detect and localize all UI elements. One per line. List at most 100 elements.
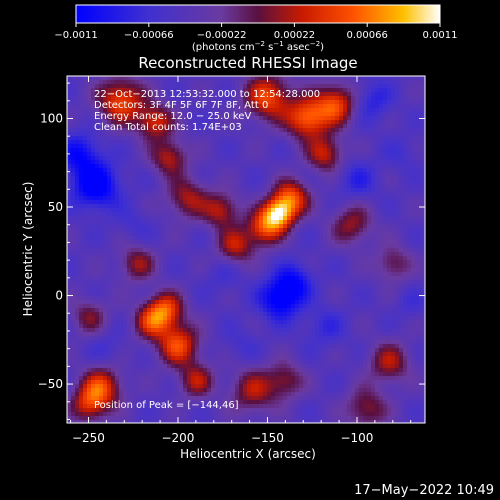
heatmap-cell [107,144,112,149]
heatmap-cell [347,272,352,277]
heatmap-cell [331,80,336,85]
heatmap-cell [103,212,108,217]
heatmap-cell [275,268,280,273]
heatmap-cell [175,216,180,221]
heatmap-cell [231,276,236,281]
heatmap-cell [239,232,244,237]
heatmap-cell [151,260,156,265]
heatmap-cell [235,236,240,241]
heatmap-cell [259,172,264,177]
heatmap-cell [375,84,380,89]
heatmap-cell [359,88,364,93]
heatmap-cell [387,156,392,161]
heatmap-cell [231,288,236,293]
heatmap-cell [363,80,368,85]
heatmap-cell [219,128,224,133]
heatmap-cell [355,140,360,145]
heatmap-cell [339,248,344,253]
heatmap-cell [395,156,400,161]
heatmap-cell [215,260,220,265]
heatmap-cell [147,260,152,265]
heatmap-cell [347,80,352,85]
heatmap-cell [91,212,96,217]
heatmap-cell [251,100,256,105]
heatmap-cell [223,248,228,253]
heatmap-cell [199,84,204,89]
heatmap-cell [391,164,396,169]
heatmap-cell [171,188,176,193]
heatmap-cell [155,112,160,117]
heatmap-cell [399,80,404,85]
heatmap-cell [219,228,224,233]
heatmap-cell [115,160,120,165]
heatmap-cell [387,176,392,181]
heatmap-cell [119,252,124,257]
heatmap-cell [379,228,384,233]
heatmap-cell [295,140,300,145]
heatmap-cell [355,132,360,137]
heatmap-cell [271,168,276,173]
heatmap-cell [171,172,176,177]
heatmap-cell [171,84,176,89]
heatmap-cell [167,204,172,209]
heatmap-cell [95,164,100,169]
heatmap-cell [131,108,136,113]
heatmap-cell [403,260,408,265]
heatmap-cell [243,236,248,241]
heatmap-cell [83,172,88,177]
heatmap-cell [307,112,312,117]
heatmap-cell [83,144,88,149]
heatmap-cell [251,148,256,153]
heatmap-cell [331,140,336,145]
heatmap-cell [99,120,104,125]
heatmap-cell [163,220,168,225]
heatmap-cell [331,228,336,233]
heatmap-cell [387,228,392,233]
heatmap-cell [99,232,104,237]
heatmap-cell [323,152,328,157]
heatmap-cell [395,200,400,205]
heatmap-cell [239,224,244,229]
heatmap-cell [235,228,240,233]
heatmap-cell [407,76,412,81]
heatmap-cell [171,104,176,109]
heatmap-cell [419,132,424,137]
heatmap-cell [203,272,208,277]
heatmap-cell [379,264,384,269]
heatmap-cell [403,76,408,81]
heatmap-cell [279,176,284,181]
heatmap-cell [163,236,168,241]
heatmap-cell [263,140,268,145]
heatmap-cell [299,196,304,201]
heatmap-cell [271,184,276,189]
heatmap-cell [299,96,304,101]
heatmap-cell [159,220,164,225]
heatmap-cell [91,200,96,205]
heatmap-cell [375,180,380,185]
heatmap-cell [419,240,424,245]
heatmap-cell [415,144,420,149]
heatmap-cell [171,92,176,97]
heatmap-cell [295,272,300,277]
heatmap-cell [159,112,164,117]
heatmap-cell [211,220,216,225]
heatmap-cell [291,76,296,81]
heatmap-cell [147,168,152,173]
heatmap-cell [335,124,340,129]
heatmap-cell [91,220,96,225]
heatmap-cell [251,164,256,169]
heatmap-cell [135,228,140,233]
heatmap-cell [263,116,268,121]
heatmap-cell [399,256,404,261]
heatmap-cell [159,108,164,113]
heatmap-cell [331,252,336,257]
heatmap-cell [275,216,280,221]
heatmap-cell [191,240,196,245]
heatmap-cell [119,192,124,197]
heatmap-cell [243,116,248,121]
heatmap-cell [239,204,244,209]
heatmap-cell [111,76,116,81]
heatmap-cell [403,136,408,141]
heatmap-cell [363,204,368,209]
heatmap-cell [103,240,108,245]
